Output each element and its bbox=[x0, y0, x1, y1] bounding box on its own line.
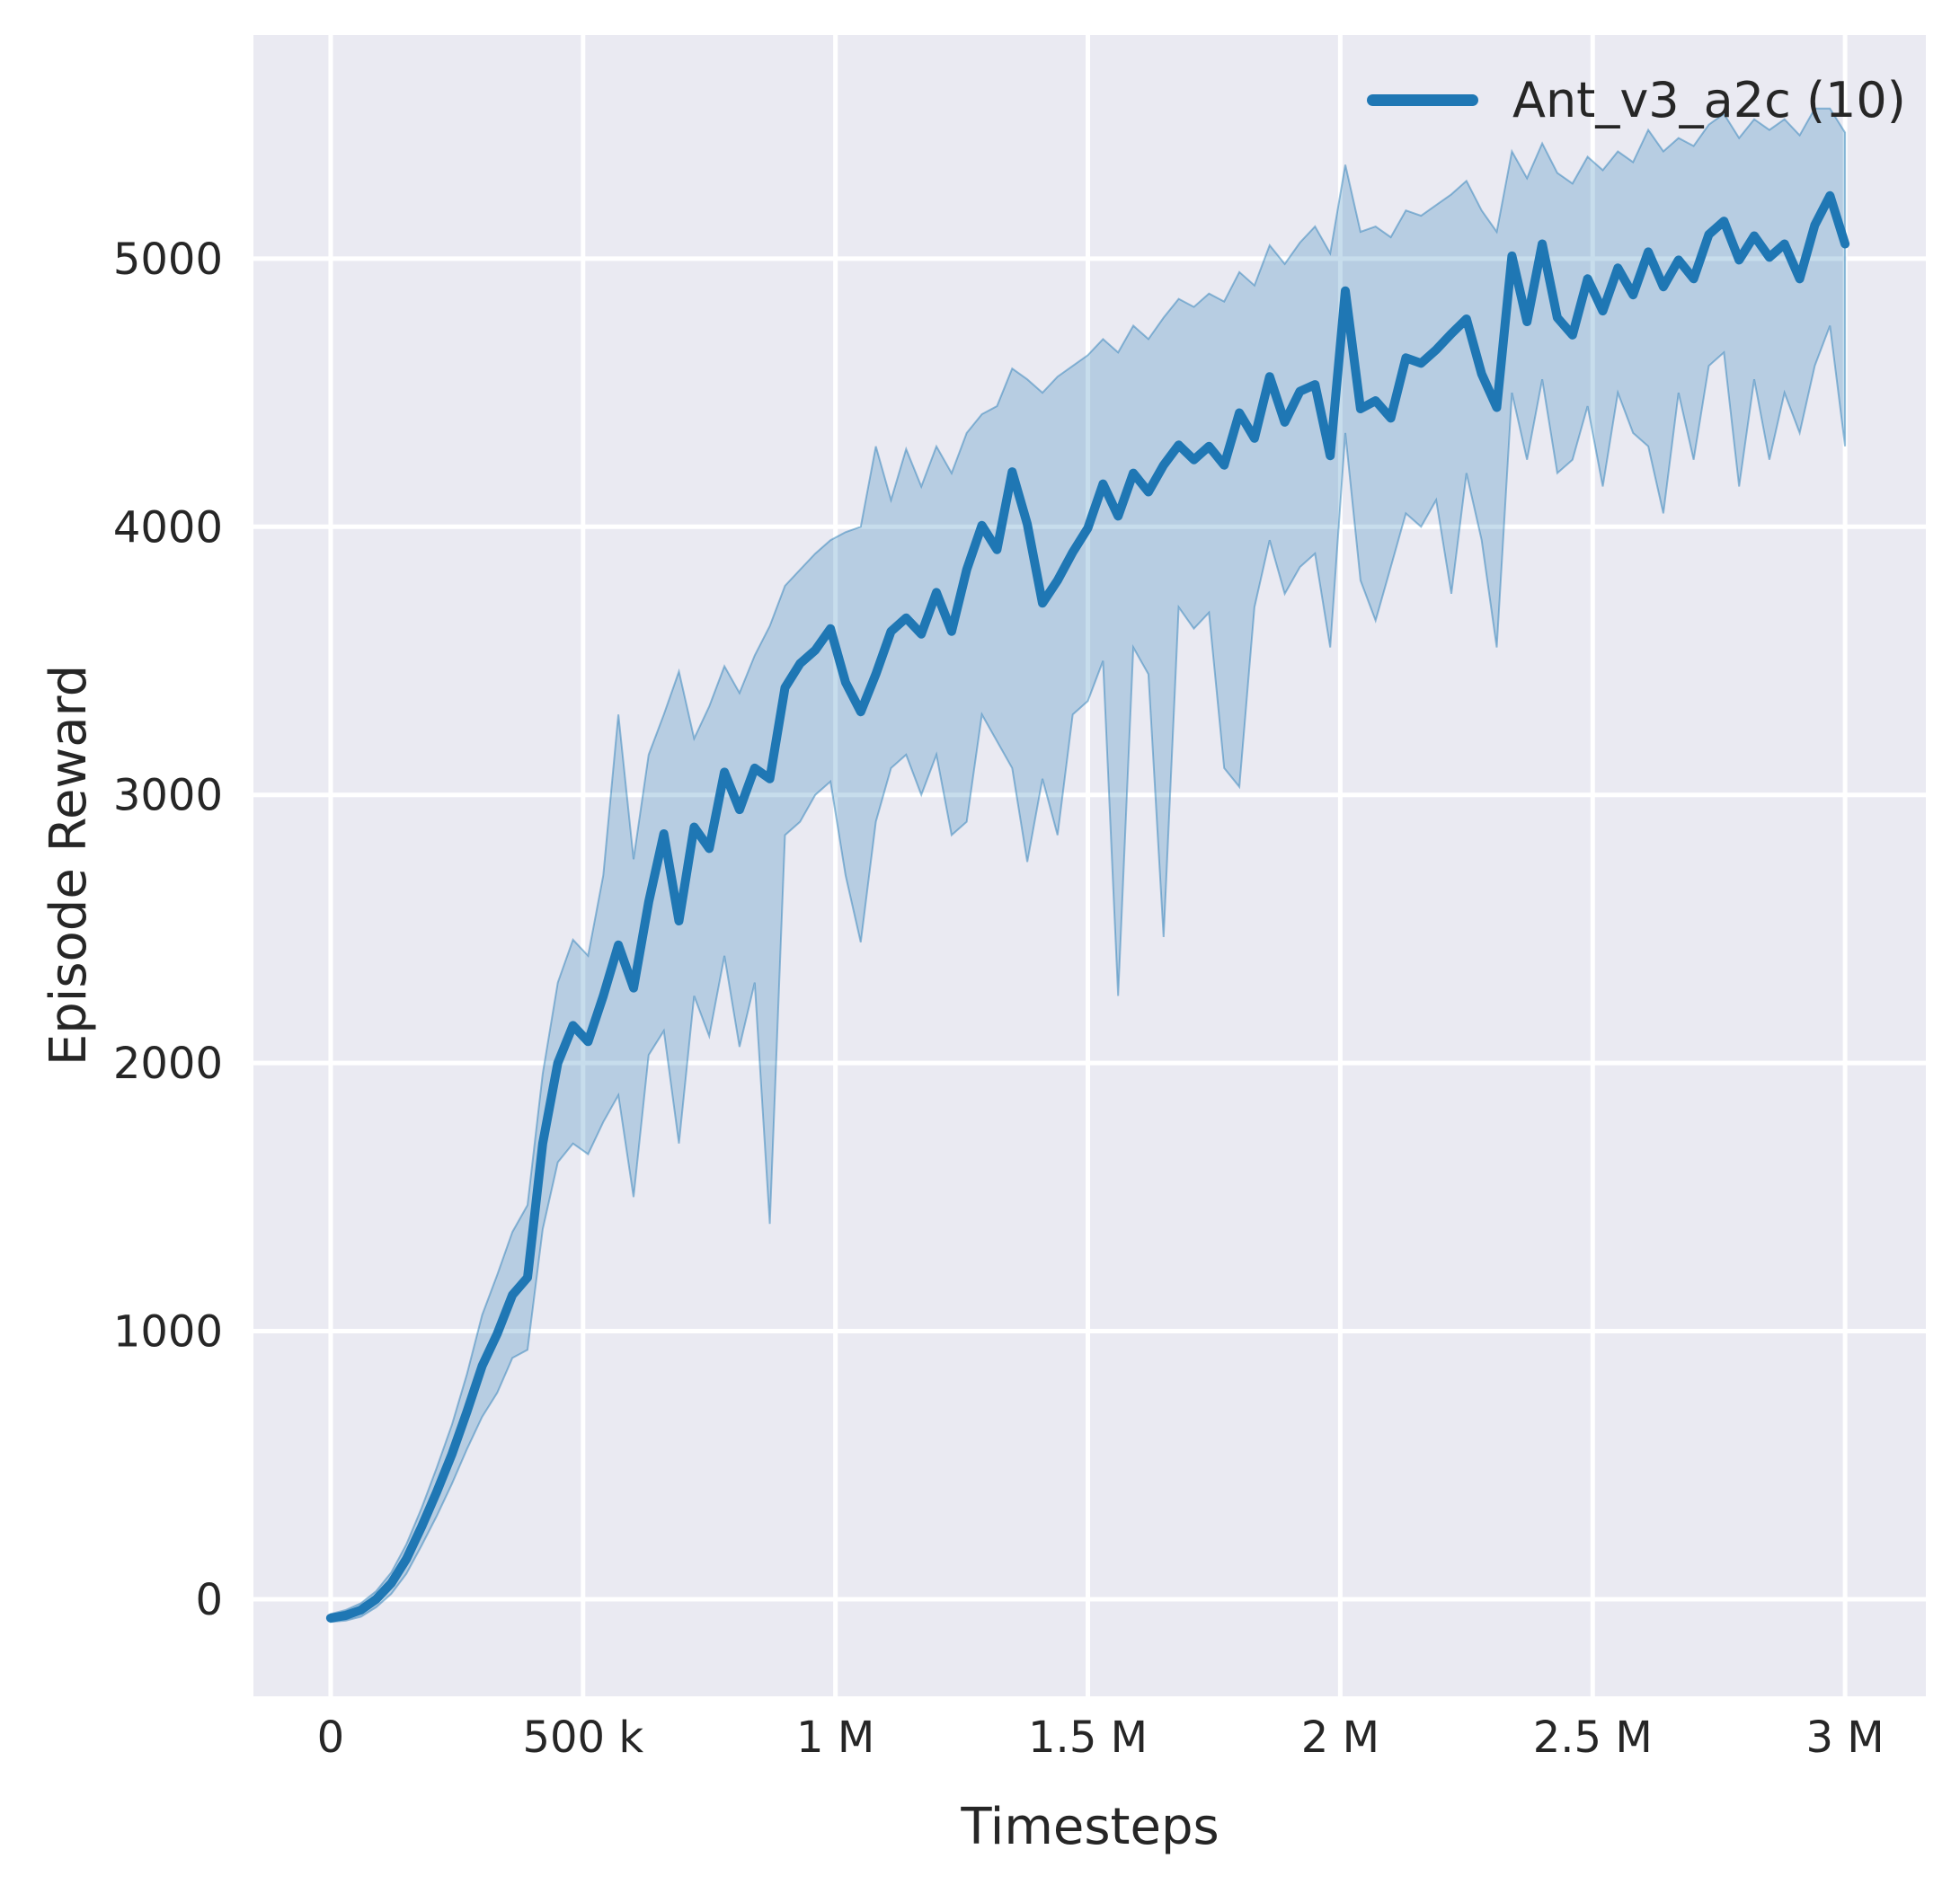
y-axis-tick-labels: 0 1000 2000 3000 4000 5000 bbox=[113, 235, 223, 1625]
legend-label: Ant_v3_a2c (10) bbox=[1512, 72, 1906, 128]
legend: Ant_v3_a2c (10) bbox=[1367, 72, 1906, 128]
x-axis-tick-labels: 0 500 k 1 M 1.5 M 2 M 2.5 M 3 M bbox=[317, 1712, 1885, 1763]
x-tick-label: 2 M bbox=[1301, 1712, 1379, 1763]
confidence-band bbox=[329, 107, 1847, 1624]
x-tick-label: 500 k bbox=[522, 1712, 643, 1763]
x-tick-label: 1 M bbox=[796, 1712, 874, 1763]
y-tick-label: 3000 bbox=[113, 771, 223, 821]
x-axis-label: Timesteps bbox=[960, 1798, 1219, 1856]
y-axis-label: Episode Reward bbox=[40, 665, 98, 1066]
y-tick-label: 4000 bbox=[113, 502, 223, 553]
x-tick-label: 0 bbox=[317, 1712, 345, 1763]
gridlines bbox=[253, 35, 1926, 1696]
y-tick-label: 0 bbox=[195, 1575, 223, 1625]
y-tick-label: 1000 bbox=[113, 1307, 223, 1358]
y-tick-label: 5000 bbox=[113, 235, 223, 285]
x-tick-label: 2.5 M bbox=[1533, 1712, 1653, 1763]
legend-line-swatch bbox=[1367, 94, 1478, 106]
x-tick-label: 3 M bbox=[1806, 1712, 1885, 1763]
x-tick-label: 1.5 M bbox=[1028, 1712, 1148, 1763]
mean-line bbox=[325, 190, 1850, 1623]
y-tick-label: 2000 bbox=[113, 1039, 223, 1089]
